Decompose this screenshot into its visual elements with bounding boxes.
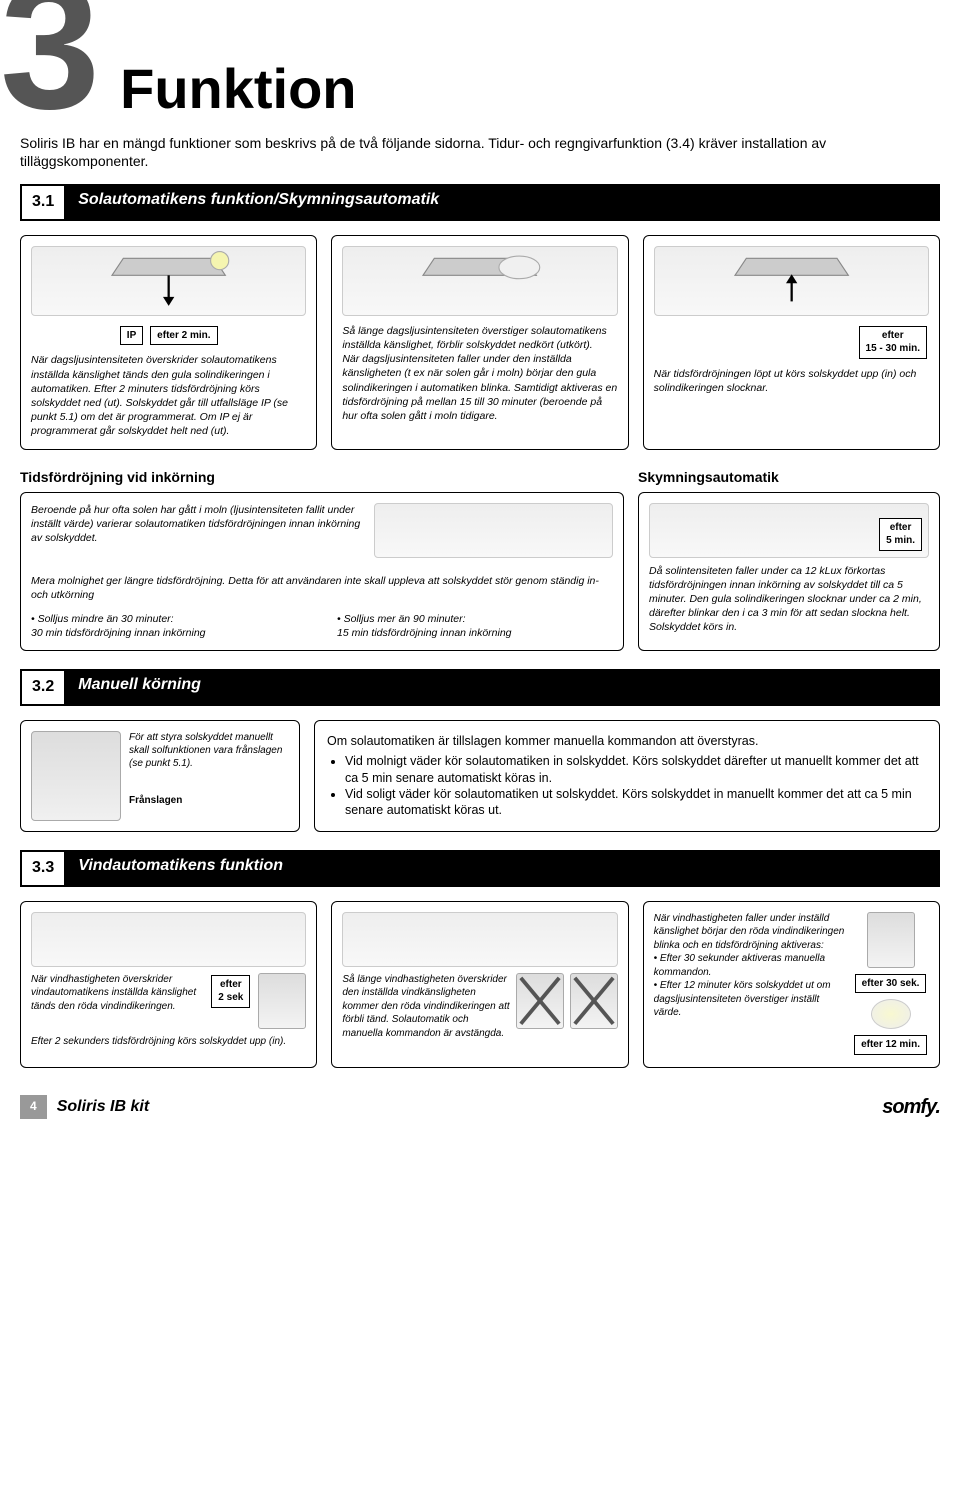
delay-panel: Beroende på hur ofta solen har gått i mo… xyxy=(20,492,624,652)
delay-2min-label: efter 2 min. xyxy=(150,326,217,346)
section-num: 3.2 xyxy=(20,669,64,706)
manual-right-b1: Vid molnigt väder kör solautomatiken in … xyxy=(345,753,927,786)
manual-row: För att styra solskyddet manuellt skall … xyxy=(20,720,940,832)
awning-sun-diagram xyxy=(31,246,306,316)
awning-cloud-diagram xyxy=(342,246,617,316)
delay-b1a: • Solljus mindre än 30 minuter: xyxy=(31,612,307,626)
sun-panel-2: Så länge dagsljusintensiteten överstiger… xyxy=(331,235,628,450)
wind-diagram-2 xyxy=(342,912,617,967)
delay-b1b: 30 min tidsfördröjning innan inkörning xyxy=(31,626,307,640)
device-icon xyxy=(258,973,306,1029)
wind-p1-text2: Efter 2 sekunders tidsfördröjning körs s… xyxy=(31,1035,306,1049)
wind-row: När vindhastigheten överskrider vindauto… xyxy=(20,901,940,1068)
dusk-delay-label: efter 5 min. xyxy=(879,518,922,551)
sun-panel-2-text: Så länge dagsljusintensiteten överstiger… xyxy=(342,324,617,423)
manual-left-panel: För att styra solskyddet manuellt skall … xyxy=(20,720,300,832)
wind-delay-2sek: efter 2 sek xyxy=(211,975,250,1008)
device-disabled-2 xyxy=(570,973,618,1029)
intro-text: Soliris IB har en mängd funktioner som b… xyxy=(20,134,940,170)
manual-left-text: För att styra solskyddet manuellt skall … xyxy=(129,731,289,770)
wind-panel-1: När vindhastigheten överskrider vindauto… xyxy=(20,901,317,1068)
sun-panel-3: efter 15 - 30 min. När tidsfördröjningen… xyxy=(643,235,940,450)
delay-dusk-row: Tidsfördröjning vid inkörning Beroende p… xyxy=(20,468,940,652)
manual-right-panel: Om solautomatiken är tillslagen kommer m… xyxy=(314,720,940,832)
section-3-2-header: 3.2 Manuell körning xyxy=(20,669,940,706)
wind-panel-2: Så länge vindhastigheten överskrider den… xyxy=(331,901,628,1068)
wind-p2-text: Så länge vindhastigheten överskrider den… xyxy=(342,973,509,1041)
chapter-number: 3 xyxy=(0,0,100,123)
wind-diagram-1 xyxy=(31,912,306,967)
chapter-header: 3 Funktion xyxy=(20,0,940,126)
sun-automation-row: IP efter 2 min. När dagsljusintensiteten… xyxy=(20,235,940,450)
awning-up-diagram xyxy=(654,246,929,316)
delay-diagram xyxy=(374,503,613,558)
device-disabled-1 xyxy=(516,973,564,1029)
section-3-1-header: 3.1 Solautomatikens funktion/Skymningsau… xyxy=(20,184,940,221)
section-num: 3.3 xyxy=(20,850,64,887)
wind-p1-text1: När vindhastigheten överskrider vindauto… xyxy=(31,973,203,1014)
delay-p2: Mera molnighet ger längre tidsfördröjnin… xyxy=(31,574,613,602)
sun-panel-1-text: När dagsljusintensiteten överskrider sol… xyxy=(31,353,306,438)
wind-delay-12min: efter 12 min. xyxy=(854,1035,927,1055)
brand-logo: somfy. xyxy=(882,1094,940,1120)
section-3-3-header: 3.3 Vindautomatikens funktion xyxy=(20,850,940,887)
device-icon xyxy=(867,912,915,968)
wind-delay-30sek: efter 30 sek. xyxy=(855,974,927,994)
section-title: Vindautomatikens funktion xyxy=(64,850,297,887)
ip-label: IP xyxy=(120,326,143,346)
section-num: 3.1 xyxy=(20,184,64,221)
dusk-panel: efter 5 min. Då solintensiteten faller u… xyxy=(638,492,940,652)
page-number: 4 xyxy=(20,1095,47,1119)
section-title: Manuell körning xyxy=(64,669,215,706)
dusk-text: Då solintensiteten faller under ca 12 kL… xyxy=(649,564,929,635)
device-image xyxy=(31,731,121,821)
wind-panel-3: När vindhastigheten faller under inställ… xyxy=(643,901,940,1068)
chapter-title: Funktion xyxy=(120,53,356,126)
sun-panel-3-text: När tidsfördröjningen löpt ut körs solsk… xyxy=(654,367,929,395)
delay-b2b: 15 min tidsfördröjning innan inkörning xyxy=(337,626,613,640)
manual-right-intro: Om solautomatiken är tillslagen kommer m… xyxy=(327,733,927,749)
sun-icon xyxy=(871,999,911,1029)
section-title: Solautomatikens funktion/Skymningsautoma… xyxy=(64,184,453,221)
delay-b2a: • Solljus mer än 90 minuter: xyxy=(337,612,613,626)
wind-p3-text: När vindhastigheten faller under inställ… xyxy=(654,912,846,1057)
dusk-diagram: efter 5 min. xyxy=(649,503,929,558)
footer-title: Soliris IB kit xyxy=(57,1097,149,1118)
delay-heading: Tidsfördröjning vid inkörning xyxy=(20,468,624,486)
sun-panel-1: IP efter 2 min. När dagsljusintensiteten… xyxy=(20,235,317,450)
manual-left-caption: Frånslagen xyxy=(129,794,289,807)
delay-15-30-label: efter 15 - 30 min. xyxy=(859,326,927,359)
dusk-heading: Skymningsautomatik xyxy=(638,468,940,486)
delay-p1: Beroende på hur ofta solen har gått i mo… xyxy=(31,503,362,564)
page-footer: 4 Soliris IB kit somfy. xyxy=(20,1088,940,1120)
manual-right-b2: Vid soligt väder kör solautomatiken ut s… xyxy=(345,786,927,819)
